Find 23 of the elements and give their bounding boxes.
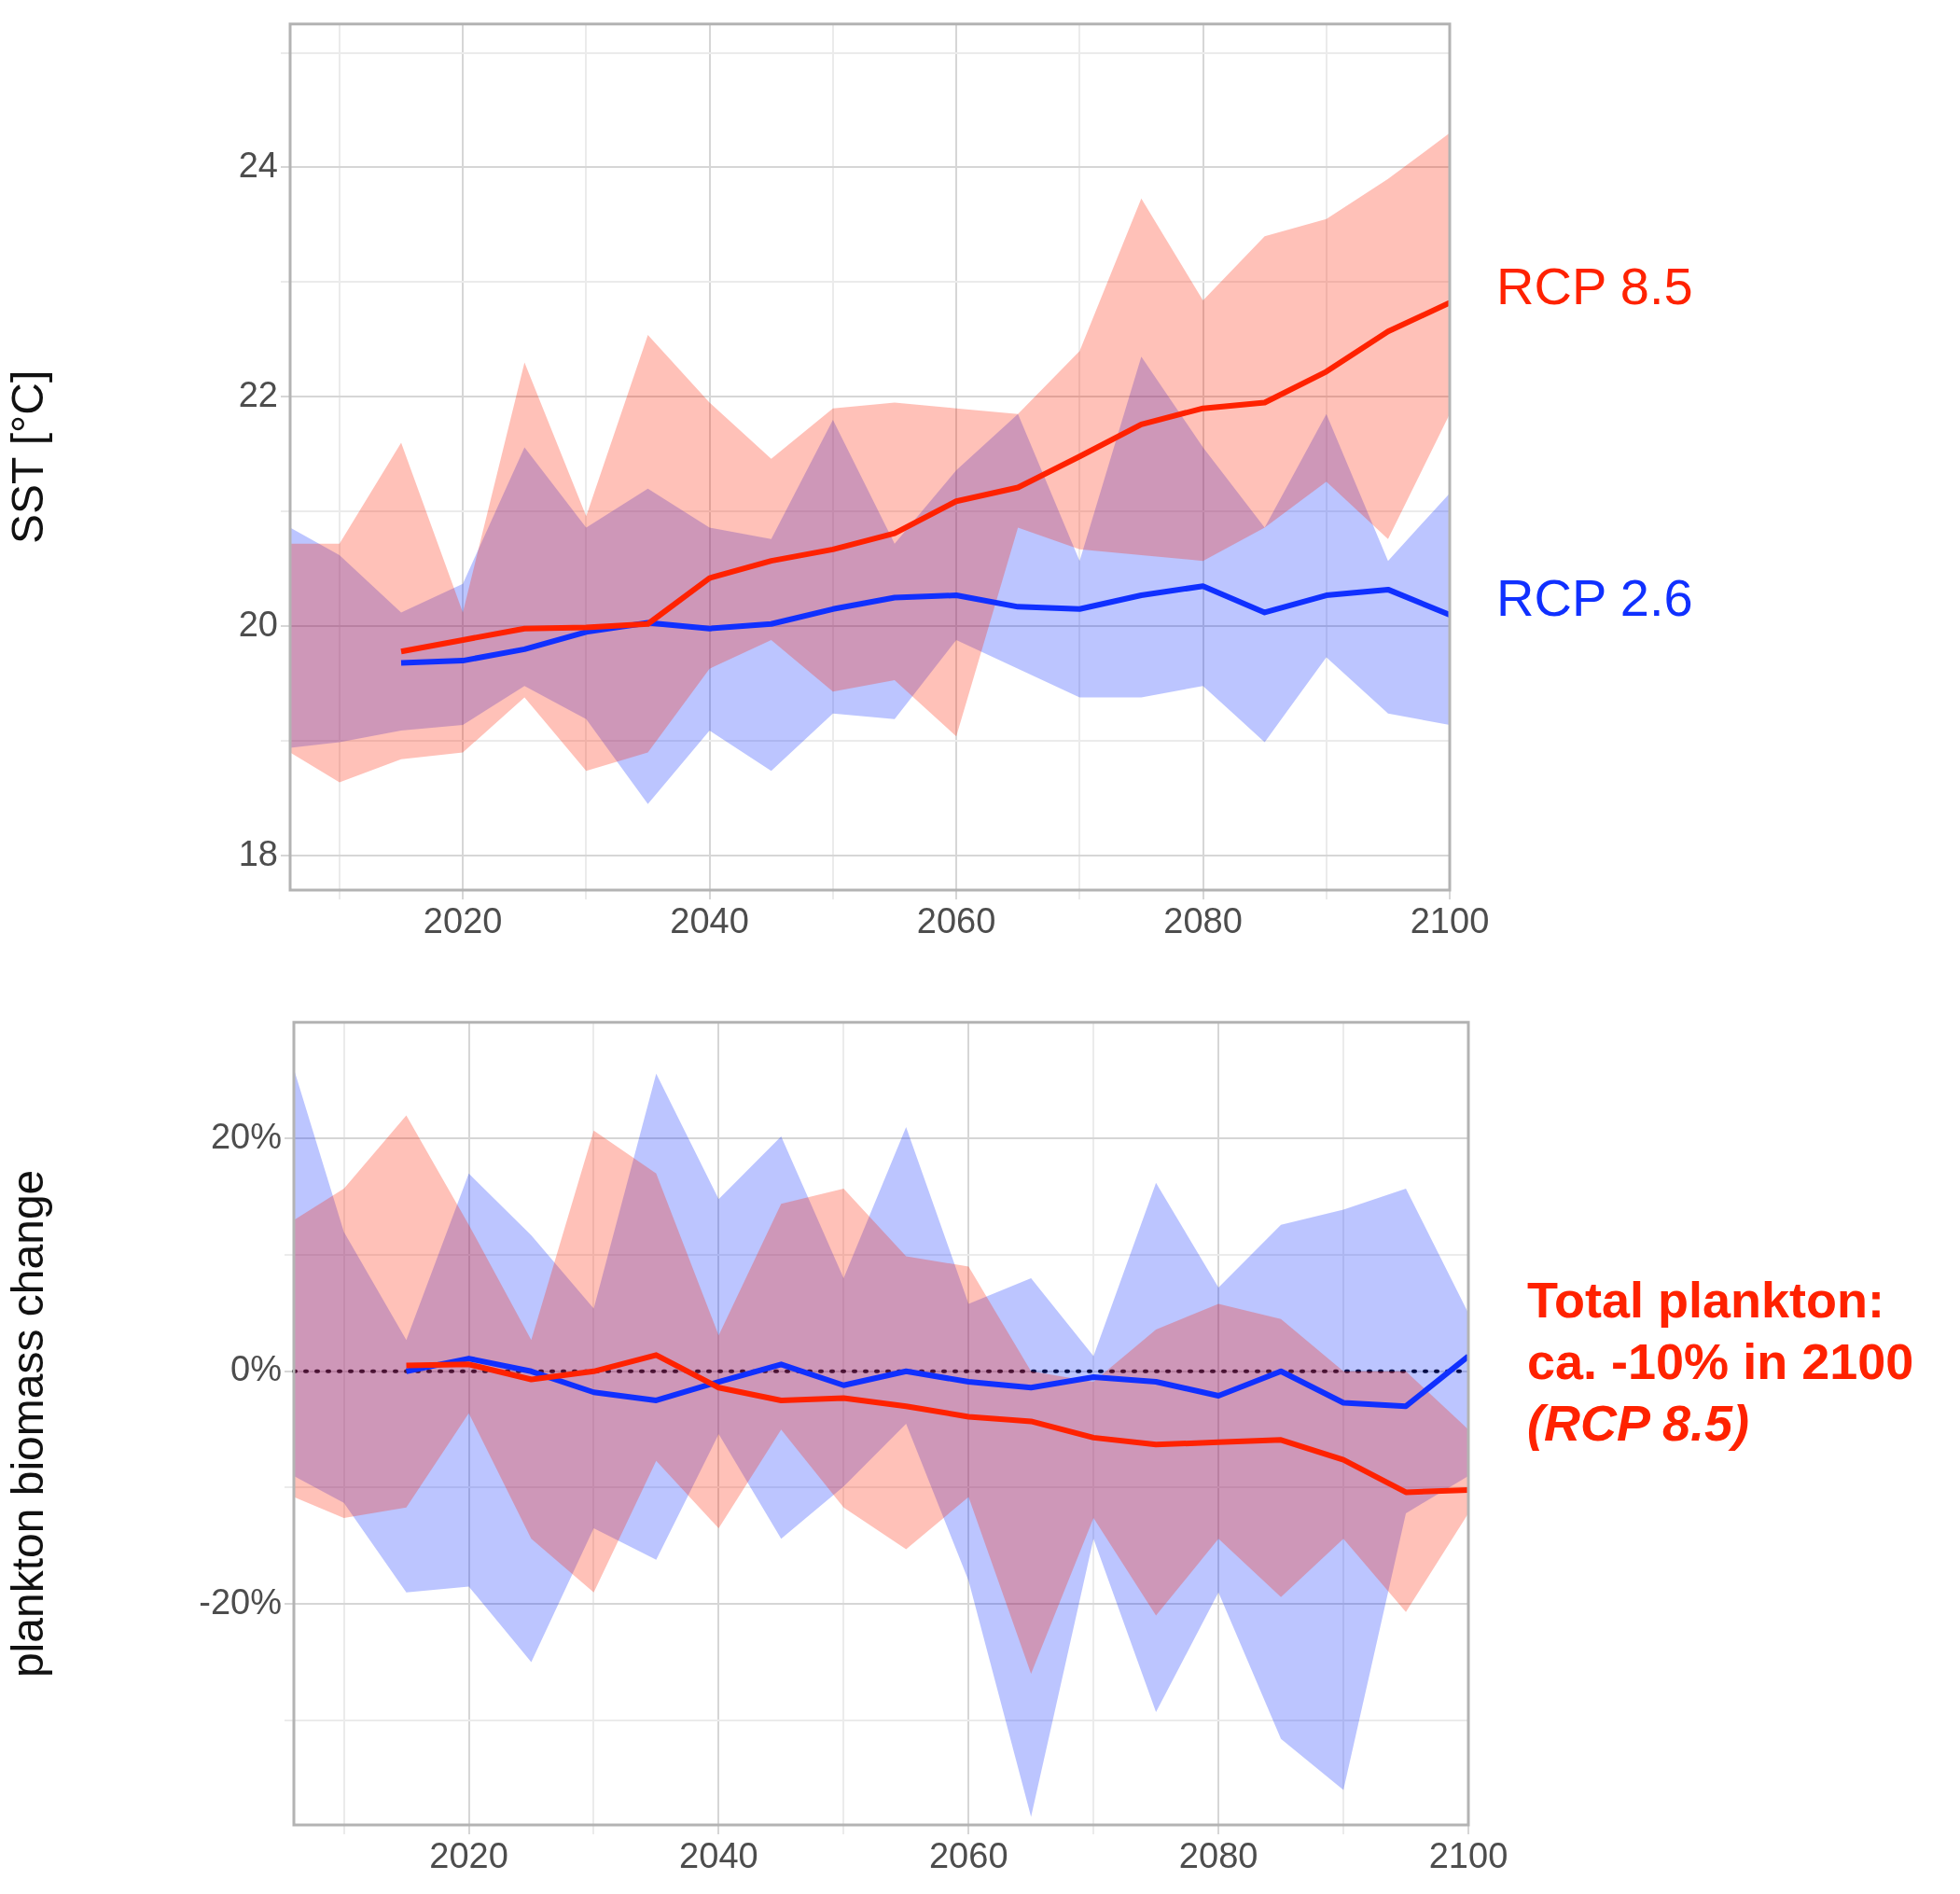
x-tick-label: 2020 [429, 1836, 508, 1876]
x-tick-label: 2040 [670, 901, 749, 941]
text: (RCP 8.5) [1527, 1394, 1751, 1453]
series-label: RCP 2.6 [1496, 568, 1693, 628]
x-tick-label: 2080 [1178, 1836, 1258, 1876]
y-tick-label: 18 [238, 833, 278, 873]
x-tick-label: 2020 [423, 901, 503, 941]
x-tick-label: 2060 [928, 1836, 1008, 1876]
y-tick-label: 20 [238, 604, 278, 644]
y-tick-label: 0% [230, 1349, 282, 1389]
x-tick-label: 2080 [1163, 901, 1243, 941]
y-tick-label: -20% [199, 1581, 282, 1622]
x-tick-label: 2040 [679, 1836, 758, 1876]
x-tick-label: 2100 [1410, 901, 1490, 941]
y-axis-title: SST [°C] [3, 369, 53, 545]
y-tick-label: 24 [238, 145, 278, 185]
series-label: RCP 8.5 [1496, 256, 1693, 315]
text: Total plankton: ca. -10% in 2100 [1527, 1271, 1915, 1391]
y-tick-label: 22 [238, 374, 278, 414]
x-tick-label: 2100 [1428, 1836, 1508, 1876]
x-tick-label: 2060 [916, 901, 996, 941]
y-axis-title: plankton biomass change [3, 1169, 53, 1678]
y-tick-label: 20% [210, 1116, 282, 1156]
